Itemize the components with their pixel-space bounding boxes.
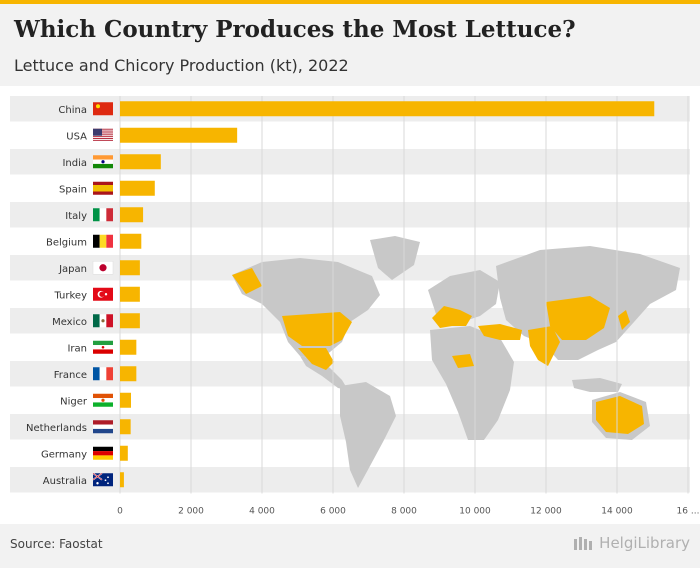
flag-niger-icon xyxy=(93,393,113,407)
x-tick-label: 12 000 xyxy=(530,507,562,517)
country-label: Iran xyxy=(67,343,87,354)
map-highlight-niger xyxy=(452,354,474,368)
x-tick-label: 14 000 xyxy=(601,507,633,517)
map-highlight-india xyxy=(528,326,560,366)
map-highlight-usa xyxy=(282,312,352,346)
flag-belgium-icon xyxy=(93,234,113,248)
map-highlight-turkey-iran xyxy=(478,324,522,340)
chart-header: Which Country Produces the Most Lettuce?… xyxy=(0,4,700,86)
bar-niger xyxy=(120,392,132,408)
bar-france xyxy=(120,366,137,382)
flags xyxy=(92,102,114,487)
map-indonesia xyxy=(572,378,622,392)
bar-netherlands xyxy=(120,419,131,435)
source-note: Source: Faostat xyxy=(10,537,103,551)
flag-india-icon xyxy=(93,155,113,169)
bar-india xyxy=(120,154,161,170)
country-label: Japan xyxy=(58,264,87,275)
map-central-america xyxy=(300,356,348,390)
country-label: Spain xyxy=(59,184,87,195)
lettuce-bar-chart: China USA India Spain Italy Belgium Japan Turke… xyxy=(10,96,699,517)
bar-spain xyxy=(120,180,155,196)
map-south-america xyxy=(340,382,396,488)
x-tick-label: 16 ... xyxy=(677,507,700,517)
map-africa xyxy=(430,326,514,440)
country-label: India xyxy=(62,158,87,169)
bar-australia xyxy=(120,472,124,488)
bar-iran xyxy=(120,339,137,355)
flag-turkey-icon xyxy=(93,287,113,301)
top-accent-bar xyxy=(0,0,700,4)
flag-japan-icon xyxy=(92,261,114,275)
world-map-background xyxy=(232,236,680,488)
map-highlight-china xyxy=(546,296,610,340)
x-tick-label: 0 xyxy=(117,507,123,517)
country-label: USA xyxy=(66,131,87,142)
library-icon xyxy=(574,537,593,550)
country-label: Mexico xyxy=(52,317,87,328)
country-label: Netherlands xyxy=(26,423,87,434)
map-greenland xyxy=(370,236,420,280)
flag-iran-icon xyxy=(93,340,113,354)
flag-germany-icon xyxy=(93,446,113,460)
brand-logo[interactable]: HelgiLibrary xyxy=(573,534,690,552)
flag-italy-icon xyxy=(93,208,113,222)
x-tick-label: 4 000 xyxy=(249,507,275,517)
country-label: Niger xyxy=(60,396,88,407)
bar-turkey xyxy=(120,286,140,302)
bar-usa xyxy=(120,127,238,143)
x-tick-label: 2 000 xyxy=(178,507,204,517)
flag-netherlands-icon xyxy=(93,420,113,434)
chart-subtitle: Lettuce and Chicory Production (kt), 202… xyxy=(14,56,349,75)
map-highlight-japan xyxy=(618,310,630,330)
flag-australia-icon xyxy=(92,472,113,487)
map-highlight-alaska xyxy=(232,268,262,294)
x-tick-label: 6 000 xyxy=(320,507,346,517)
bar-italy xyxy=(120,207,144,223)
map-highlight-australia xyxy=(596,396,644,434)
brand-name: HelgiLibrary xyxy=(599,534,690,552)
flag-usa-icon xyxy=(93,128,113,141)
bar-japan xyxy=(120,260,140,276)
country-label: China xyxy=(58,105,87,116)
x-tick-label: 10 000 xyxy=(459,507,491,517)
country-label: Germany xyxy=(41,449,87,460)
bar-mexico xyxy=(120,313,140,329)
bars xyxy=(120,101,655,488)
flag-spain-icon xyxy=(93,181,113,195)
country-label: Turkey xyxy=(53,290,87,301)
country-label: Italy xyxy=(65,211,87,222)
chart-title: Which Country Produces the Most Lettuce? xyxy=(14,16,576,43)
map-highlight-europe xyxy=(432,306,472,328)
country-label: Australia xyxy=(43,476,87,487)
bar-china xyxy=(120,101,655,117)
chart-footer: Source: Faostat HelgiLibrary xyxy=(0,524,700,568)
flag-mexico-icon xyxy=(93,314,113,328)
flag-china-icon xyxy=(93,102,113,116)
country-label: France xyxy=(54,370,87,381)
x-axis-ticks: 0 2 000 4 000 6 000 8 000 10 000 12 000 14 000 1… xyxy=(117,507,699,517)
country-labels: China USA India Spain Italy Belgium Japan Turke… xyxy=(26,105,88,487)
x-tick-label: 8 000 xyxy=(391,507,417,517)
bar-belgium xyxy=(120,233,142,249)
country-label: Belgium xyxy=(46,237,87,248)
map-highlight-mexico xyxy=(298,348,334,370)
bar-germany xyxy=(120,445,128,461)
flag-france-icon xyxy=(93,367,113,381)
